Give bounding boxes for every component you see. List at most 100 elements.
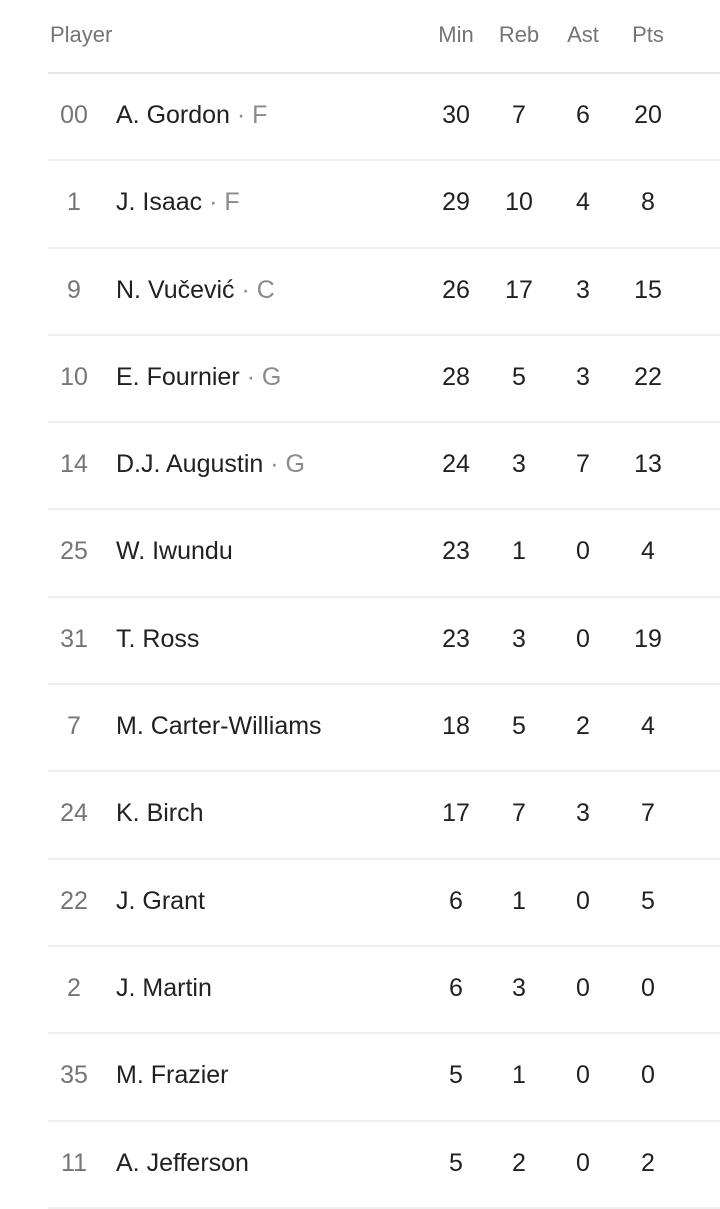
player-number: 7 bbox=[67, 712, 81, 741]
player-number: 14 bbox=[60, 450, 88, 479]
player-row[interactable]: 25 W. Iwundu 23 1 0 4 bbox=[48, 510, 720, 598]
player-number: 9 bbox=[67, 275, 81, 304]
player-name: A. Gordon bbox=[116, 101, 230, 129]
stat-pts: 0 bbox=[641, 1061, 655, 1090]
stat-reb: 1 bbox=[512, 886, 526, 915]
player-name-cell: J. Grant bbox=[116, 887, 205, 916]
player-name-cell: W. Iwundu bbox=[116, 537, 233, 566]
position-letter: C bbox=[256, 275, 275, 304]
stat-reb: 17 bbox=[505, 275, 533, 304]
player-number: 22 bbox=[60, 886, 88, 915]
player-name-cell: T. Ross bbox=[116, 625, 199, 654]
stat-pts: 2 bbox=[641, 1148, 655, 1177]
player-number: 11 bbox=[61, 1148, 87, 1177]
stat-min: 29 bbox=[442, 188, 470, 217]
player-number: 25 bbox=[60, 537, 88, 566]
player-name: J. Isaac bbox=[116, 188, 203, 217]
stat-min: 6 bbox=[449, 886, 463, 915]
player-position: · F bbox=[229, 101, 268, 129]
player-name: M. Carter-Williams bbox=[116, 712, 322, 741]
header-reb[interactable]: Reb bbox=[498, 22, 540, 47]
stat-min: 5 bbox=[449, 1148, 463, 1177]
player-row[interactable]: 35 M. Frazier 5 1 0 0 bbox=[48, 1034, 720, 1122]
stat-min: 24 bbox=[442, 450, 470, 479]
stat-ast: 4 bbox=[576, 188, 590, 217]
player-number: 24 bbox=[60, 799, 88, 828]
stat-min: 5 bbox=[449, 1061, 463, 1090]
player-row[interactable]: 11 A. Jefferson 5 2 0 2 bbox=[48, 1122, 720, 1209]
position-letter: G bbox=[285, 450, 305, 479]
player-row[interactable]: 14 D.J. Augustin · G 24 3 7 13 bbox=[48, 423, 720, 511]
player-name: M. Frazier bbox=[116, 1061, 229, 1090]
table-header: Player Min Reb Ast Pts bbox=[48, 0, 720, 74]
stat-pts: 22 bbox=[634, 362, 662, 391]
player-position: · G bbox=[263, 450, 305, 479]
stat-reb: 1 bbox=[512, 1061, 526, 1090]
stat-min: 23 bbox=[442, 624, 470, 653]
stat-ast: 3 bbox=[576, 799, 590, 828]
stat-min: 28 bbox=[442, 362, 470, 391]
player-row[interactable]: 2 J. Martin 6 3 0 0 bbox=[48, 947, 720, 1035]
position-letter: G bbox=[261, 362, 282, 391]
player-row[interactable]: 31 T. Ross 23 3 0 19 bbox=[48, 598, 720, 686]
stat-ast: 0 bbox=[576, 973, 590, 1002]
header-min[interactable]: Min bbox=[438, 22, 474, 47]
player-row[interactable]: 22 J. Grant 6 1 0 5 bbox=[48, 860, 720, 947]
player-name-cell: M. Carter-Williams bbox=[116, 712, 322, 741]
player-name: J. Grant bbox=[116, 886, 205, 915]
player-number: 35 bbox=[60, 1061, 88, 1090]
stat-ast: 0 bbox=[576, 537, 590, 566]
stat-min: 18 bbox=[442, 712, 470, 741]
player-name-cell: J. Isaac · F bbox=[116, 188, 240, 217]
stat-pts: 4 bbox=[641, 712, 655, 741]
player-number: 10 bbox=[60, 362, 88, 391]
player-name: A. Jefferson bbox=[116, 1148, 249, 1177]
player-row[interactable]: 10 E. Fournier · G 28 5 3 22 bbox=[48, 336, 720, 424]
stat-min: 30 bbox=[442, 101, 470, 129]
player-name: E. Fournier bbox=[116, 362, 240, 391]
player-name-cell: M. Frazier bbox=[116, 1061, 229, 1090]
player-stats-table: 00 A. Gordon · F 30 7 6 20 1 J. Isaac · F 29 10… bbox=[48, 74, 720, 1209]
player-name-cell: N. Vučević · C bbox=[116, 276, 275, 305]
header-player: Player bbox=[50, 22, 113, 47]
player-position: · C bbox=[234, 275, 275, 304]
player-name: D.J. Augustin bbox=[116, 450, 264, 479]
stat-ast: 7 bbox=[576, 450, 590, 479]
stat-reb: 3 bbox=[512, 973, 526, 1002]
stat-ast: 0 bbox=[576, 1148, 590, 1177]
stat-ast: 3 bbox=[576, 362, 590, 391]
player-position: · F bbox=[202, 188, 240, 217]
stat-ast: 6 bbox=[576, 101, 590, 129]
stat-min: 17 bbox=[442, 799, 470, 828]
stat-reb: 5 bbox=[512, 712, 526, 741]
player-row[interactable]: 24 K. Birch 17 7 3 7 bbox=[48, 772, 720, 860]
stat-pts: 13 bbox=[634, 450, 662, 479]
player-row[interactable]: 1 J. Isaac · F 29 10 4 8 bbox=[48, 161, 720, 249]
stat-reb: 2 bbox=[512, 1148, 526, 1177]
header-pts[interactable]: Pts bbox=[632, 22, 664, 47]
player-number: 00 bbox=[60, 101, 88, 129]
stat-ast: 3 bbox=[576, 275, 590, 304]
player-number: 31 bbox=[60, 624, 88, 653]
stat-ast: 0 bbox=[576, 624, 590, 653]
player-name: W. Iwundu bbox=[116, 537, 233, 566]
stat-min: 23 bbox=[442, 537, 470, 566]
stat-pts: 7 bbox=[641, 799, 655, 828]
player-name-cell: A. Jefferson bbox=[116, 1149, 249, 1178]
player-number: 2 bbox=[67, 973, 81, 1002]
stat-min: 26 bbox=[442, 275, 470, 304]
player-row[interactable]: 9 N. Vučević · C 26 17 3 15 bbox=[48, 249, 720, 336]
stat-reb: 7 bbox=[512, 101, 526, 129]
player-name: N. Vučević bbox=[116, 275, 235, 304]
player-row[interactable]: 7 M. Carter-Williams 18 5 2 4 bbox=[48, 685, 720, 773]
position-letter: F bbox=[252, 101, 268, 129]
player-name-cell: K. Birch bbox=[116, 799, 204, 828]
player-name-cell: E. Fournier · G bbox=[116, 363, 281, 392]
player-name: K. Birch bbox=[116, 799, 204, 828]
stat-pts: 4 bbox=[641, 537, 655, 566]
stat-reb: 5 bbox=[512, 362, 526, 391]
header-ast[interactable]: Ast bbox=[567, 22, 599, 47]
player-row[interactable]: 00 A. Gordon · F 30 7 6 20 bbox=[48, 74, 720, 162]
stat-reb: 10 bbox=[505, 188, 533, 217]
stat-pts: 19 bbox=[634, 624, 662, 653]
